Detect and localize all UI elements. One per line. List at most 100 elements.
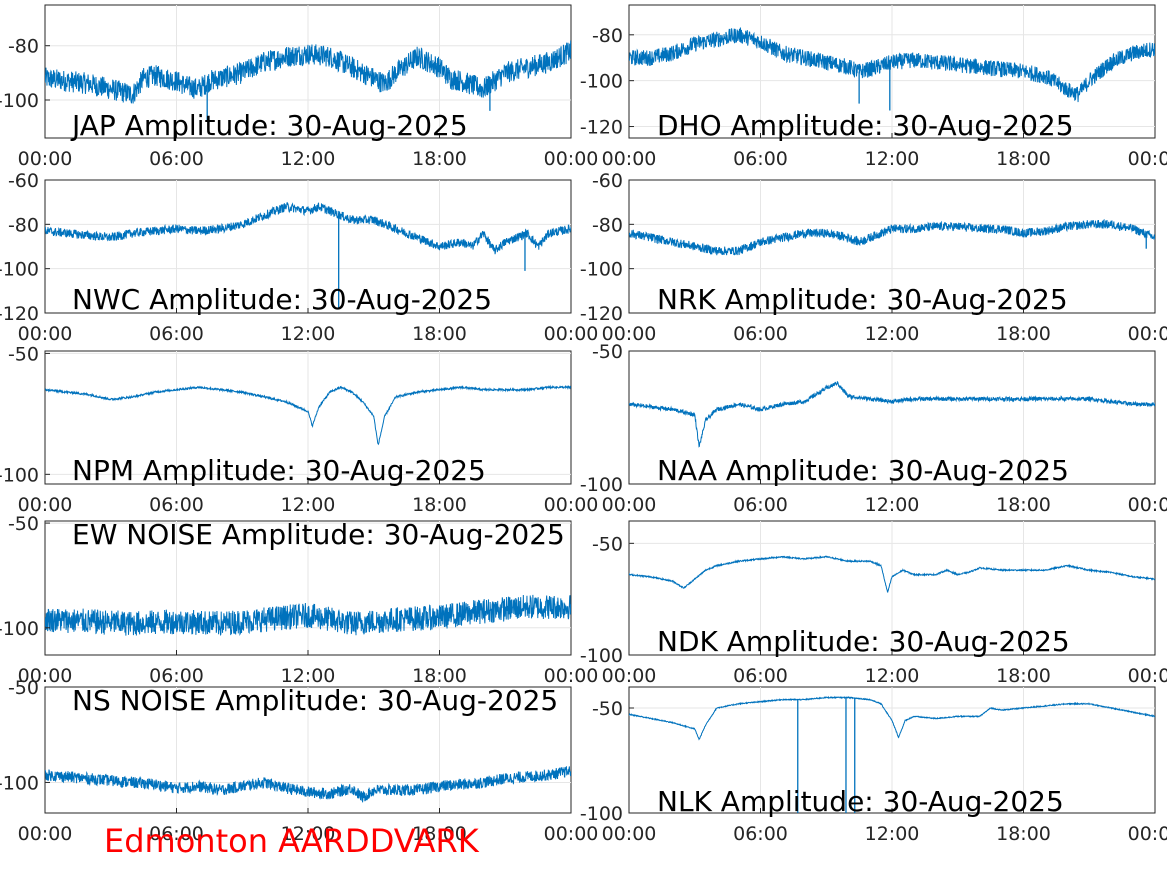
y-tick-label: -120 [580,303,623,325]
x-tick-label: 18:00 [996,148,1051,170]
y-tick-label: -100 [0,259,39,281]
x-tick-label: 12:00 [865,494,920,516]
signal-trace [45,384,571,446]
x-tick-label: 00:00 [544,665,599,687]
panel-1: 00:00 06:00 12:00 18:00 00:00 -80 -100 JAP Ampl… [0,4,599,170]
panel-2: 00:00 06:00 12:00 18:00 00:00 -80 -100 -120 DHO … [580,4,1167,170]
panel-4: 00:00 06:00 12:00 18:00 00:00 -60 -80 -100 -120 N… [580,170,1167,345]
y-tick-label: -100 [580,259,623,281]
x-tick-label: 00:00 [1128,148,1167,170]
x-tick-label: 12:00 [281,823,336,845]
x-tick-label: 00:00 [602,494,657,516]
y-tick-label: -80 [8,214,39,236]
x-tick-label: 00:00 [544,494,599,516]
chart-title: EW NOISE Amplitude: 30-Aug-2025 [72,518,565,551]
panel-5: 00:00 06:00 12:00 18:00 00:00 -50 -100 NPM Ampl… [0,343,598,516]
x-tick-label: 12:00 [865,823,920,845]
signal-trace [629,695,1155,741]
y-tick-label: -50 [592,698,623,720]
panel-8: 00:00 06:00 12:00 18:00 00:00 -50 -100 NDK Ampl… [580,520,1167,687]
y-tick-label: -80 [8,36,39,58]
x-tick-label: 00:00 [1128,823,1167,845]
x-tick-label: 00:00 [18,494,73,516]
panel-7: 00:00 06:00 12:00 18:00 00:00 -50 -100 EW NOISE… [0,513,598,687]
signal-trace [629,381,1155,448]
x-tick-label: 18:00 [996,823,1051,845]
signal-trace [45,40,571,104]
signal-trace [45,766,571,803]
y-tick-label: -60 [592,170,623,192]
x-tick-label: 00:00 [544,323,599,345]
panel-6: 00:00 06:00 12:00 18:00 00:00 -50 -100 NAA Ampl… [580,341,1167,516]
x-tick-label: 00:00 [18,148,73,170]
y-tick-label: -100 [0,464,39,486]
y-tick-label: -60 [8,170,39,192]
x-tick-label: 06:00 [149,148,204,170]
y-tick-label: -120 [0,303,39,325]
signal-trace [45,201,571,255]
x-tick-label: 12:00 [281,323,336,345]
x-tick-label: 06:00 [149,494,204,516]
chart-title: NRK Amplitude: 30-Aug-2025 [657,283,1068,316]
x-tick-label: 00:00 [1128,494,1167,516]
y-tick-label: -100 [0,90,39,112]
y-tick-label: -80 [592,214,623,236]
x-tick-label: 12:00 [865,148,920,170]
chart-title: NPM Amplitude: 30-Aug-2025 [72,454,486,487]
x-tick-label: 06:00 [149,323,204,345]
x-tick-label: 12:00 [865,665,920,687]
x-tick-label: 06:00 [733,823,788,845]
x-tick-label: 00:00 [18,823,73,845]
x-tick-label: 00:00 [602,323,657,345]
x-tick-label: 18:00 [996,494,1051,516]
x-tick-label: 06:00 [733,665,788,687]
y-tick-label: -100 [0,618,39,640]
signal-trace [629,218,1155,256]
x-tick-label: 12:00 [281,665,336,687]
station-label: Edmonton AARDDVARK [104,822,479,860]
x-tick-label: 00:00 [1128,323,1167,345]
x-tick-label: 00:00 [1128,665,1167,687]
x-tick-label: 12:00 [281,494,336,516]
x-tick-label: 00:00 [602,665,657,687]
x-tick-label: 06:00 [149,665,204,687]
signal-trace [629,555,1155,594]
x-tick-label: 06:00 [733,494,788,516]
x-tick-label: 06:00 [733,148,788,170]
chart-title: NDK Amplitude: 30-Aug-2025 [657,625,1070,658]
signal-trace [629,27,1155,103]
y-tick-label: -50 [8,677,39,699]
y-tick-label: -50 [8,343,39,365]
x-tick-label: 06:00 [149,823,204,845]
signal-trace [45,594,571,637]
x-tick-label: 18:00 [412,494,467,516]
y-tick-label: -80 [592,25,623,47]
x-tick-label: 18:00 [996,323,1051,345]
y-tick-label: -100 [580,474,623,496]
panel-10: 00:00 06:00 12:00 18:00 00:00 -50 -100 NLK Ampl… [580,686,1167,845]
chart-title: NLK Amplitude: 30-Aug-2025 [657,785,1064,818]
chart-title: NS NOISE Amplitude: 30-Aug-2025 [72,684,558,717]
chart-title: NWC Amplitude: 30-Aug-2025 [72,283,492,316]
x-tick-label: 18:00 [996,665,1051,687]
y-tick-label: -50 [8,513,39,535]
x-tick-label: 00:00 [18,665,73,687]
x-tick-label: 00:00 [602,823,657,845]
y-tick-label: -50 [592,341,623,363]
chart-title: JAP Amplitude: 30-Aug-2025 [70,109,468,142]
panel-3: 00:00 06:00 12:00 18:00 00:00 -60 -80 -100 -120 N… [0,170,598,345]
x-tick-label: 00:00 [602,148,657,170]
y-tick-label: -100 [580,71,623,93]
y-tick-label: -120 [580,117,623,139]
chart-title: DHO Amplitude: 30-Aug-2025 [657,109,1074,142]
x-tick-label: 00:00 [544,148,599,170]
x-tick-label: 00:00 [544,823,599,845]
chart-title: NAA Amplitude: 30-Aug-2025 [657,454,1069,487]
y-tick-label: -100 [0,772,39,794]
x-tick-label: 12:00 [865,323,920,345]
y-tick-label: -50 [592,533,623,555]
x-tick-label: 18:00 [412,665,467,687]
x-tick-label: 18:00 [412,148,467,170]
y-tick-label: -100 [580,803,623,825]
x-tick-label: 06:00 [733,323,788,345]
